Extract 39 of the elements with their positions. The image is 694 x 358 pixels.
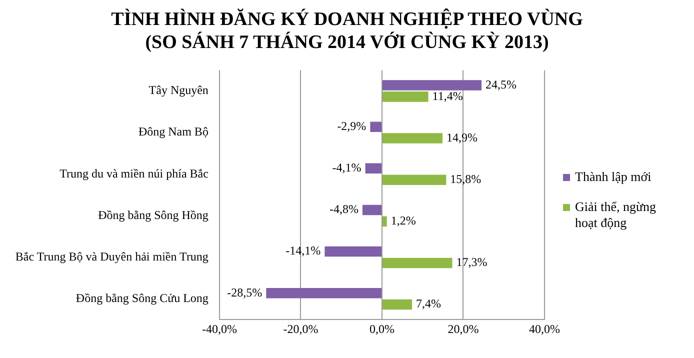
data-label: -14,1% [286, 244, 321, 258]
bar [382, 216, 387, 227]
y-tick-label: Đông Nam Bộ [138, 124, 208, 139]
bar [370, 122, 382, 132]
legend-label: Giải thể, ngừng hoạt động [575, 199, 658, 231]
bar [382, 133, 443, 144]
x-tick-label: -20,0% [283, 322, 318, 336]
data-label: 7,4% [416, 296, 442, 311]
data-label: 24,5% [486, 77, 517, 92]
bar [382, 80, 482, 90]
x-tick-label: 40,0% [529, 322, 560, 336]
chart-title: TÌNH HÌNH ĐĂNG KÝ DOANH NGHIỆP THEO VÙNG [110, 8, 584, 31]
bar [382, 92, 428, 102]
data-label: 11,4% [432, 88, 463, 103]
data-label: 15,8% [450, 172, 482, 186]
x-tick-label: 0,0% [369, 322, 394, 336]
data-label: 17,3% [456, 255, 488, 270]
bar [362, 204, 382, 216]
x-tick-label: 20,0% [448, 322, 479, 336]
bar [266, 288, 382, 298]
data-label: -2,9% [337, 118, 366, 133]
bar [382, 299, 412, 310]
data-label: -4,1% [332, 160, 362, 175]
data-label: 14,9% [446, 130, 478, 144]
y-tick-label: Đồng bằng Sông Hồng [98, 208, 208, 222]
y-tick-label: Trung du và miền núi phía Bắc [60, 166, 208, 180]
bar [382, 258, 452, 268]
legend-label: Thành lập mới [575, 169, 652, 185]
bar [324, 246, 382, 257]
bar [365, 163, 382, 174]
y-tick-label: Đồng bằng Sông Cửu Long [76, 290, 208, 305]
y-tick-label: Tây Nguyên [148, 83, 208, 98]
data-label: -4,8% [329, 202, 358, 216]
x-tick-label: -40,0% [202, 322, 237, 336]
y-tick-label: Bắc Trung Bộ và Duyên hải miền Trung [15, 249, 208, 264]
bar [382, 174, 446, 185]
chart-subtitle: (SO SÁNH 7 THÁNG 2014 VỚI CÙNG KỲ 2013) [144, 31, 550, 54]
data-label: 1,2% [390, 214, 416, 228]
data-label: -28,5% [227, 285, 262, 300]
